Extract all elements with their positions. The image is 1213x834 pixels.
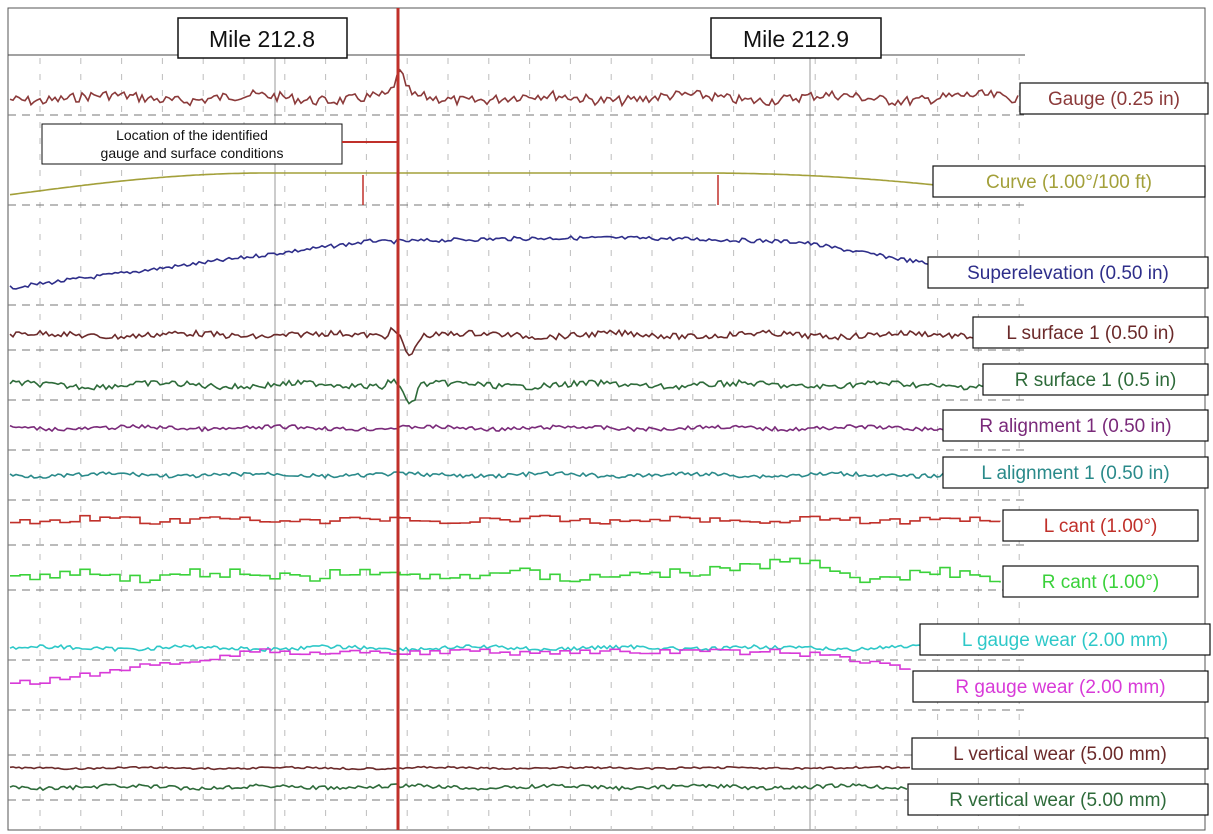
legend-entry: R alignment 1 (0.50 in): [942, 409, 1209, 442]
series-line: [9, 172, 935, 196]
legend: Gauge (0.25 in) Curve (1.00°/100 ft) Super…: [907, 82, 1211, 816]
legend-label: Curve (1.00°/100 ft): [986, 172, 1152, 193]
curve-ticks: [362, 175, 719, 205]
series-line: [9, 644, 929, 653]
legend-entry: R vertical wear (5.00 mm): [907, 783, 1209, 816]
legend-entry: L cant (1.00°): [1002, 509, 1199, 542]
legend-label: L cant (1.00°): [1044, 516, 1158, 537]
milepost-1-label: Mile 212.8: [209, 26, 315, 52]
grid: [8, 55, 1025, 830]
milepost-2: Mile 212.9: [710, 17, 882, 59]
legend-label: R alignment 1 (0.50 in): [979, 416, 1171, 437]
legend-entry: Gauge (0.25 in): [1019, 82, 1209, 115]
series-line: [9, 423, 944, 433]
legend-label: R gauge wear (2.00 mm): [955, 677, 1165, 698]
legend-entry: L alignment 1 (0.50 in): [942, 456, 1209, 489]
series-line: [10, 648, 911, 685]
condition-annotation: Location of the identified gauge and sur…: [41, 123, 398, 165]
milepost-1: Mile 212.8: [177, 17, 348, 59]
series-lines: [9, 68, 1019, 792]
legend-entry: L vertical wear (5.00 mm): [911, 737, 1209, 770]
legend-entry: R cant (1.00°): [1002, 565, 1199, 598]
legend-entry: R gauge wear (2.00 mm): [912, 670, 1209, 703]
legend-box: [942, 456, 1209, 489]
legend-entry: L gauge wear (2.00 mm): [919, 623, 1211, 656]
milepost-2-label: Mile 212.9: [743, 26, 849, 52]
legend-box: [942, 409, 1209, 442]
legend-label: R surface 1 (0.5 in): [1015, 370, 1177, 391]
legend-entry: Curve (1.00°/100 ft): [932, 165, 1206, 198]
series-line: [9, 378, 986, 405]
legend-box: [982, 363, 1209, 396]
legend-box: [1002, 509, 1199, 542]
annotation-line1: Location of the identified: [116, 127, 268, 143]
legend-label: R cant (1.00°): [1042, 572, 1159, 593]
series-line: [10, 514, 1001, 525]
legend-box: [919, 623, 1211, 656]
legend-box: [912, 670, 1209, 703]
legend-box: [1002, 565, 1199, 598]
legend-label: R vertical wear (5.00 mm): [949, 790, 1167, 811]
legend-box: [911, 737, 1209, 770]
legend-entry: Superelevation (0.50 in): [927, 256, 1209, 289]
series-line: [10, 557, 1001, 584]
series-line: [9, 470, 944, 480]
annotation-line2: gauge and surface conditions: [101, 145, 284, 161]
legend-entry: R surface 1 (0.5 in): [982, 363, 1209, 396]
legend-label: Gauge (0.25 in): [1048, 89, 1180, 110]
series-line: [9, 783, 908, 792]
series-line: [9, 235, 929, 290]
legend-box: [927, 256, 1209, 289]
legend-label: L vertical wear (5.00 mm): [953, 744, 1167, 765]
legend-box: [972, 316, 1209, 349]
legend-box: [907, 783, 1209, 816]
legend-box: [1019, 82, 1209, 115]
legend-label: L alignment 1 (0.50 in): [981, 463, 1169, 484]
legend-box: [932, 165, 1206, 198]
legend-entry: L surface 1 (0.50 in): [972, 316, 1209, 349]
legend-label: Superelevation (0.50 in): [967, 263, 1169, 284]
series-line: [9, 68, 1019, 108]
series-line: [9, 765, 911, 771]
legend-label: L surface 1 (0.50 in): [1006, 323, 1174, 344]
series-line: [9, 326, 974, 357]
legend-label: L gauge wear (2.00 mm): [962, 630, 1168, 651]
